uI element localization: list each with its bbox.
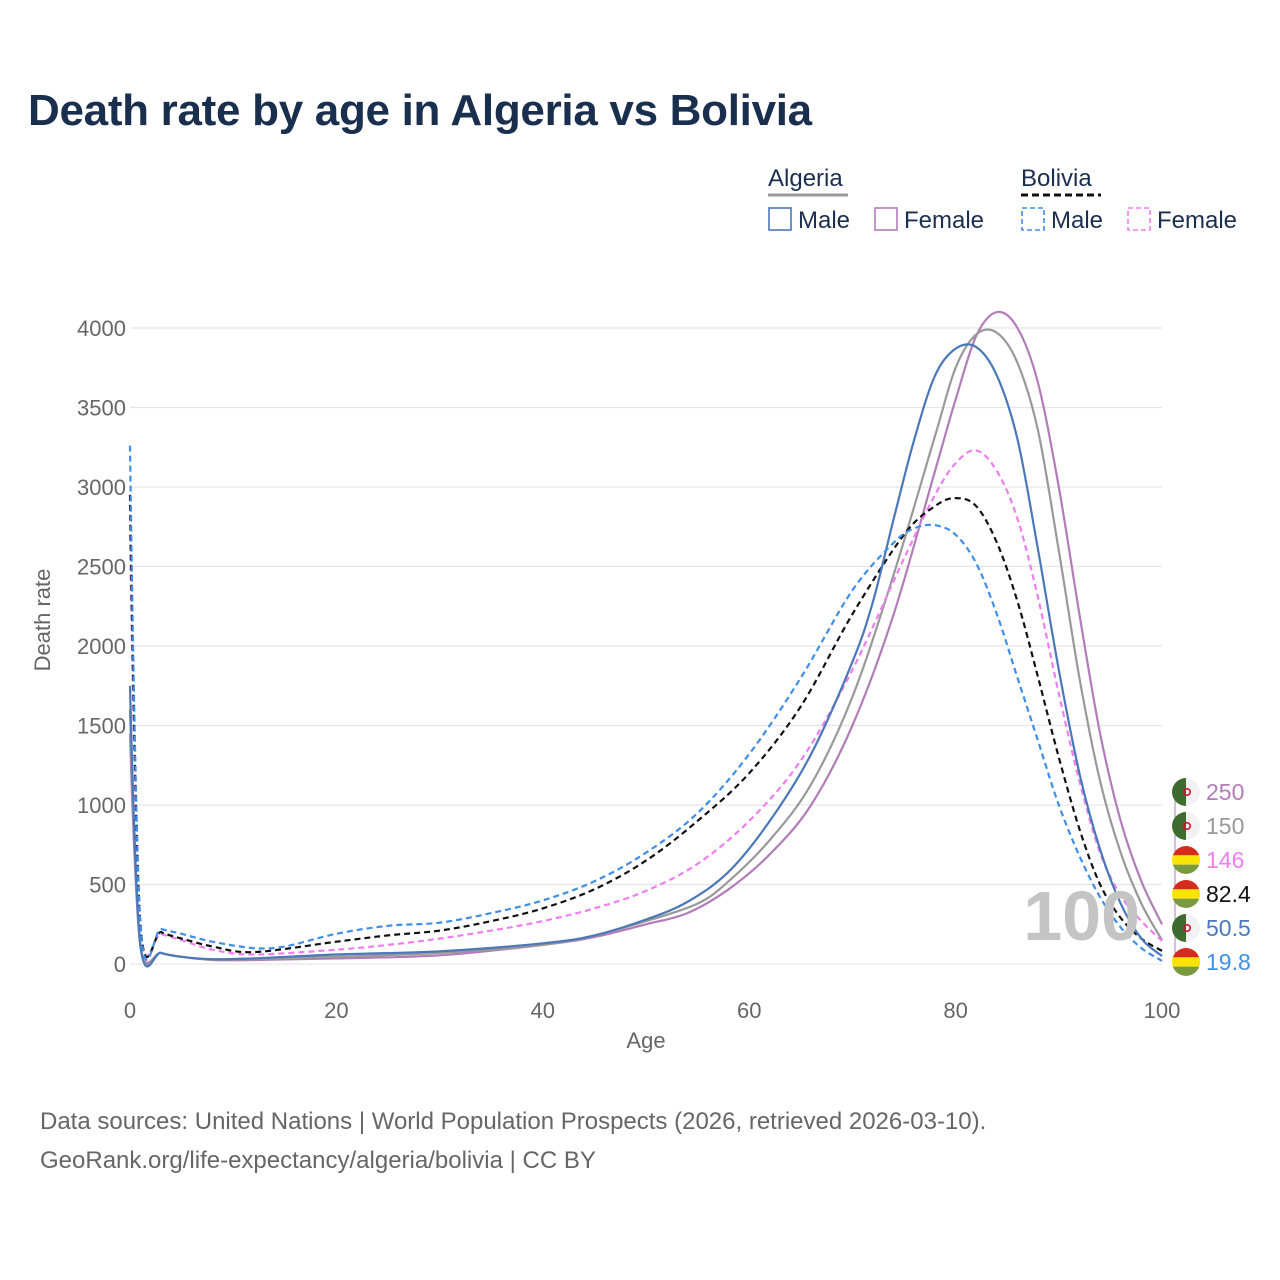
algeria-flag-icon xyxy=(1172,914,1200,942)
legend-label-algeria-female: Female xyxy=(904,207,984,234)
legend-swatch-algeria-female xyxy=(874,207,898,231)
legend-label-bolivia-male: Male xyxy=(1051,207,1103,234)
flag-green xyxy=(1172,966,1200,976)
legend-label-algeria-male: Male xyxy=(798,207,850,234)
x-tick-label: 0 xyxy=(124,998,136,1023)
y-tick-label: 4000 xyxy=(77,316,126,341)
end-value-label: 150 xyxy=(1206,813,1244,839)
end-value-label: 250 xyxy=(1206,779,1244,805)
series-line-algeria-total xyxy=(128,328,1163,966)
flag-yellow xyxy=(1172,957,1200,967)
y-tick-label: 1500 xyxy=(77,714,126,739)
end-label-layer: 250 150 146 82.4 50.5 19.8 xyxy=(1172,778,1251,976)
flag-yellow xyxy=(1172,889,1200,899)
algeria-flag-icon xyxy=(1172,812,1200,840)
bolivia-flag-icon xyxy=(1172,948,1200,976)
chart-title: Death rate by age in Algeria vs Bolivia xyxy=(28,86,812,135)
y-tick-label: 500 xyxy=(89,873,126,898)
flag-crescent xyxy=(1183,923,1192,932)
x-tick-label: 60 xyxy=(737,998,761,1023)
series-layer xyxy=(128,310,1163,968)
flag-green xyxy=(1172,898,1200,908)
flag-red xyxy=(1172,880,1200,890)
legend-group-algeria: Algeria xyxy=(768,165,843,192)
end-value-label: 82.4 xyxy=(1206,881,1251,907)
y-tick-label: 1000 xyxy=(77,793,126,818)
y-tick-label: 3000 xyxy=(77,475,126,500)
y-tick-label: 2500 xyxy=(77,555,126,580)
legend-label-bolivia-female: Female xyxy=(1157,207,1237,234)
source-note: Data sources: United Nations | World Pop… xyxy=(40,1108,987,1135)
flag-red xyxy=(1172,948,1200,958)
series-line-algeria-male xyxy=(128,343,1163,968)
year-watermark: 100 xyxy=(1023,877,1140,955)
end-value-label: 50.5 xyxy=(1206,915,1251,941)
flag-crescent xyxy=(1183,787,1192,796)
flag-green xyxy=(1172,914,1186,942)
watermark-layer: 100 xyxy=(1023,877,1140,955)
legend-swatch-bolivia-male xyxy=(1021,207,1045,231)
legend-layer: Algeria Male Female Bolivia Male Female xyxy=(768,165,1237,234)
x-axis-label: Age xyxy=(626,1028,665,1053)
series-line-bolivia-male xyxy=(128,445,1163,962)
flag-crescent xyxy=(1183,821,1192,830)
y-tick-label: 0 xyxy=(114,952,126,977)
x-tick-label: 100 xyxy=(1144,998,1181,1023)
flag-green xyxy=(1172,864,1200,874)
grid-layer xyxy=(130,327,1162,965)
credit-note: GeoRank.org/life-expectancy/algeria/boli… xyxy=(40,1147,596,1174)
x-tick-label: 40 xyxy=(531,998,555,1023)
end-value-label: 19.8 xyxy=(1206,949,1251,975)
series-line-algeria-female xyxy=(128,310,1163,964)
flag-green xyxy=(1172,778,1186,806)
x-tick-label: 20 xyxy=(324,998,348,1023)
legend-swatch-bolivia-female xyxy=(1127,207,1151,231)
legend-group-bolivia: Bolivia xyxy=(1021,165,1092,192)
bolivia-flag-icon xyxy=(1172,846,1200,874)
y-axis-label: Death rate xyxy=(30,569,55,672)
series-line-bolivia-total xyxy=(128,494,1163,959)
axis-layer: 0 500 1000 1500 2000 2500 3000 3500 4000 0 20 40 60 8… xyxy=(30,316,1180,1053)
series-line-bolivia-female xyxy=(128,449,1163,957)
x-tick-label: 80 xyxy=(943,998,967,1023)
legend-swatch-algeria-male xyxy=(768,207,792,231)
y-tick-label: 2000 xyxy=(77,634,126,659)
flag-red xyxy=(1172,846,1200,856)
end-value-label: 146 xyxy=(1206,847,1244,873)
algeria-flag-icon xyxy=(1172,778,1200,806)
flag-green xyxy=(1172,812,1186,840)
bolivia-flag-icon xyxy=(1172,880,1200,908)
y-tick-label: 3500 xyxy=(77,396,126,421)
flag-yellow xyxy=(1172,855,1200,865)
